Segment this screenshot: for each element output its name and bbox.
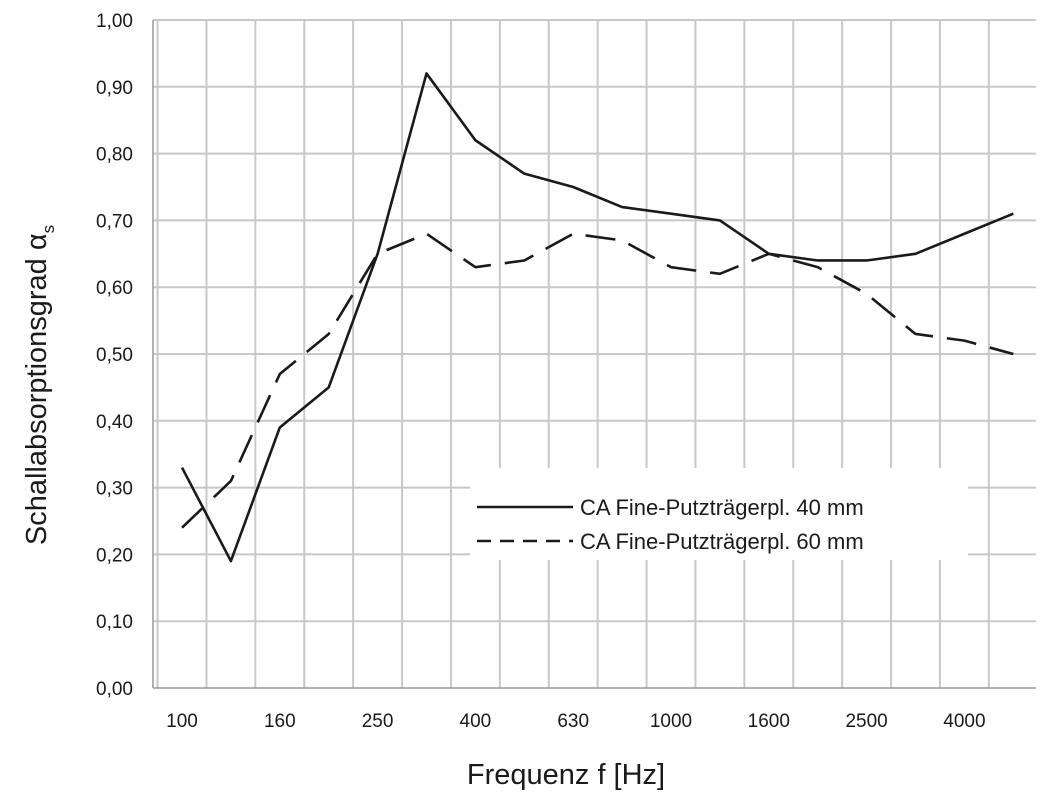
legend-label-60mm: CA Fine-Putzträgerpl. 60 mm	[580, 529, 864, 554]
y-tick-label: 0,70	[96, 211, 133, 232]
y-tick-label: 0,80	[96, 145, 133, 166]
legend: CA Fine-Putzträgerpl. 40 mm CA Fine-Putz…	[470, 468, 968, 560]
legend-label-40mm: CA Fine-Putzträgerpl. 40 mm	[580, 495, 864, 520]
y-tick-label: 0,40	[96, 412, 133, 433]
x-tick-label: 160	[264, 711, 296, 732]
y-axis-title-subscript: s	[39, 225, 58, 234]
x-tick-label: 1000	[650, 711, 692, 732]
x-axis-title: Frequenz f [Hz]	[467, 759, 665, 791]
axes	[152, 20, 1036, 689]
grid	[153, 19, 1036, 688]
x-tick-label: 2500	[845, 711, 887, 732]
series	[180, 72, 1014, 563]
x-tick-label: 4000	[943, 711, 985, 732]
y-axis-title: Schallabsorptionsgrad αs	[21, 225, 58, 545]
x-tick-label: 100	[166, 711, 198, 732]
series-line-1	[180, 72, 1014, 563]
y-tick-label: 0,60	[96, 278, 133, 299]
x-tick-label: 250	[362, 711, 394, 732]
y-tick-label: 0,50	[96, 345, 133, 366]
y-tick-label: 0,10	[96, 612, 133, 633]
x-tick-label: 1600	[748, 711, 790, 732]
y-tick-label: 1,00	[96, 11, 133, 32]
x-tick-label: 400	[460, 711, 492, 732]
legend-box	[470, 468, 968, 560]
y-axis-title-main: Schallabsorptionsgrad α	[21, 233, 53, 545]
y-tick-labels: 0,00 0,10 0,20 0,30 0,40 0,50 0,60 0,70 0,80 0,90…	[96, 11, 133, 700]
y-tick-label: 0,20	[96, 545, 133, 566]
series-line-2	[181, 232, 1014, 529]
x-tick-labels: 100 160 250 400 630 1000 1600 2500 4000	[166, 711, 985, 732]
x-tick-label: 630	[557, 711, 589, 732]
y-tick-label: 0,30	[96, 479, 133, 500]
y-tick-label: 0,90	[96, 78, 133, 99]
y-tick-label: 0,00	[96, 679, 133, 700]
